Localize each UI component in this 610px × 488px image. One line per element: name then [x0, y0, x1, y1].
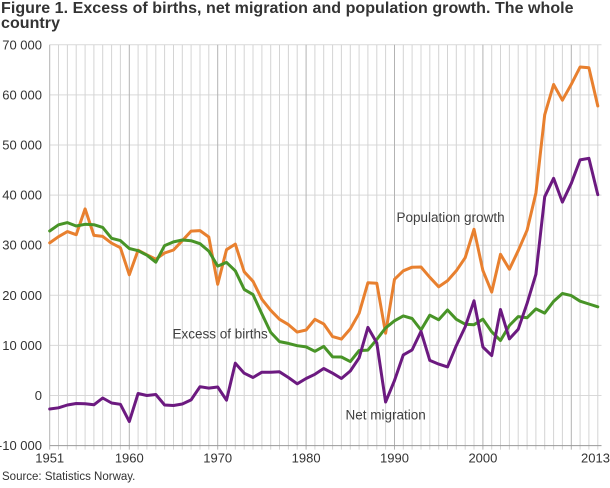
svg-text:Excess of births: Excess of births: [173, 327, 269, 342]
svg-text:Population growth: Population growth: [397, 210, 505, 225]
svg-text:0: 0: [35, 388, 42, 403]
svg-text:-10 000: -10 000: [0, 438, 42, 453]
svg-text:30 000: 30 000: [2, 238, 42, 253]
svg-text:40 000: 40 000: [2, 188, 42, 203]
svg-text:1970: 1970: [203, 451, 232, 466]
svg-text:50 000: 50 000: [2, 138, 42, 153]
svg-text:Net migration: Net migration: [346, 408, 426, 423]
svg-text:2000: 2000: [468, 451, 497, 466]
svg-text:20 000: 20 000: [2, 288, 42, 303]
svg-text:60 000: 60 000: [2, 87, 42, 102]
svg-text:1960: 1960: [115, 451, 144, 466]
svg-text:1951: 1951: [35, 451, 64, 466]
svg-text:1980: 1980: [292, 451, 321, 466]
svg-text:10 000: 10 000: [2, 338, 42, 353]
svg-text:70 000: 70 000: [2, 37, 42, 52]
svg-text:1990: 1990: [380, 451, 409, 466]
svg-text:2013: 2013: [581, 451, 610, 466]
